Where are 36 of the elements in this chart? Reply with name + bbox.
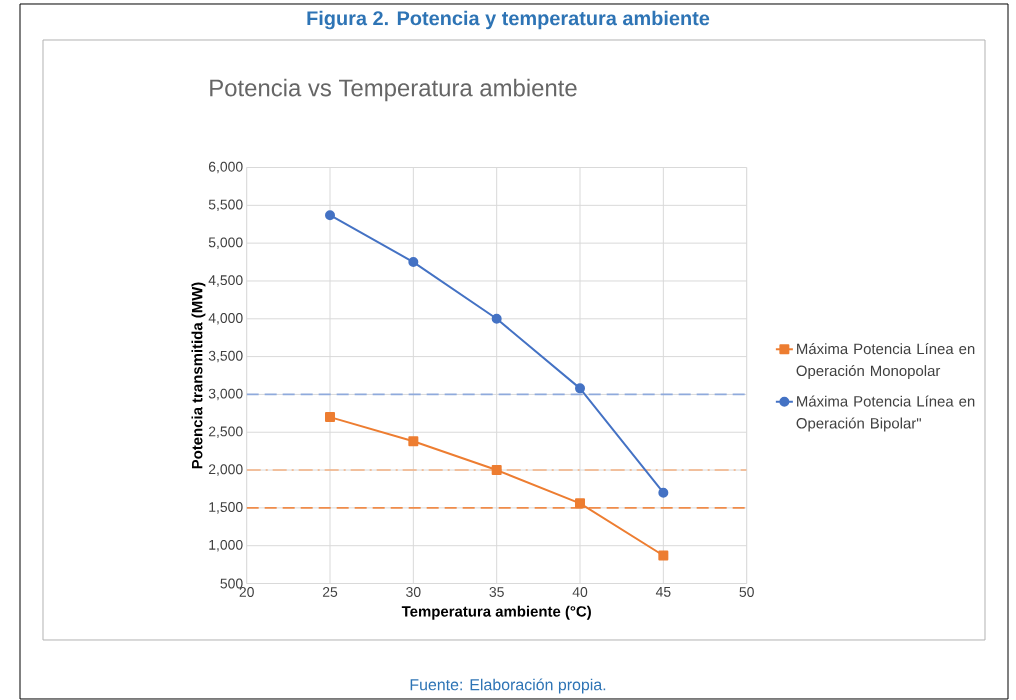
y-tick-label: 3,000 bbox=[208, 388, 243, 401]
x-axis-title: Temperatura ambiente (°C) bbox=[401, 605, 591, 620]
point bbox=[491, 465, 502, 476]
y-tick-label: 3,500 bbox=[208, 350, 243, 363]
y-axis-title: Potencia transmitida (MW) bbox=[191, 282, 206, 469]
x-tick-label: 35 bbox=[489, 587, 504, 597]
y-tick-label: 1,000 bbox=[209, 539, 243, 552]
x-tick-label: 45 bbox=[655, 587, 671, 597]
y-tick-label: 2,000 bbox=[208, 464, 243, 476]
point bbox=[325, 210, 336, 221]
y-tick-label: 5,000 bbox=[208, 237, 243, 249]
source-note: Fuente: Elaboración propia. bbox=[410, 678, 606, 694]
x-tick-label: 30 bbox=[406, 587, 421, 597]
x-tick-label: 20 bbox=[239, 587, 254, 597]
y-tick-label: 6,000 bbox=[208, 161, 243, 174]
point bbox=[658, 487, 669, 498]
point bbox=[658, 550, 669, 561]
y-tick-label: 1,500 bbox=[209, 502, 243, 514]
x-tick-label: 50 bbox=[739, 587, 754, 597]
point bbox=[408, 257, 419, 268]
y-tick-label: 2,500 bbox=[208, 426, 243, 438]
y-tick-label: 4,000 bbox=[208, 313, 243, 325]
y-tick-label: 4,500 bbox=[208, 275, 243, 287]
y-tick-label: 5,500 bbox=[208, 199, 243, 212]
point bbox=[575, 498, 586, 509]
chart-subtitle: Potencia vs Temperatura ambiente bbox=[210, 78, 577, 102]
x-tick-label: 25 bbox=[322, 587, 338, 597]
x-tick-label: 40 bbox=[572, 587, 588, 597]
point bbox=[575, 383, 586, 394]
point bbox=[408, 436, 419, 447]
y-tick-label: 500 bbox=[220, 578, 243, 589]
legend-label: Máxima Potencia Línea en Operación Bipolar" bbox=[796, 395, 975, 432]
point bbox=[491, 313, 502, 324]
chart-title: Figura 2. Potencia y temperatura ambiente bbox=[307, 10, 710, 30]
legend-label: Máxima Potencia Línea en Operación Monopolar bbox=[796, 343, 975, 380]
point bbox=[325, 412, 336, 423]
